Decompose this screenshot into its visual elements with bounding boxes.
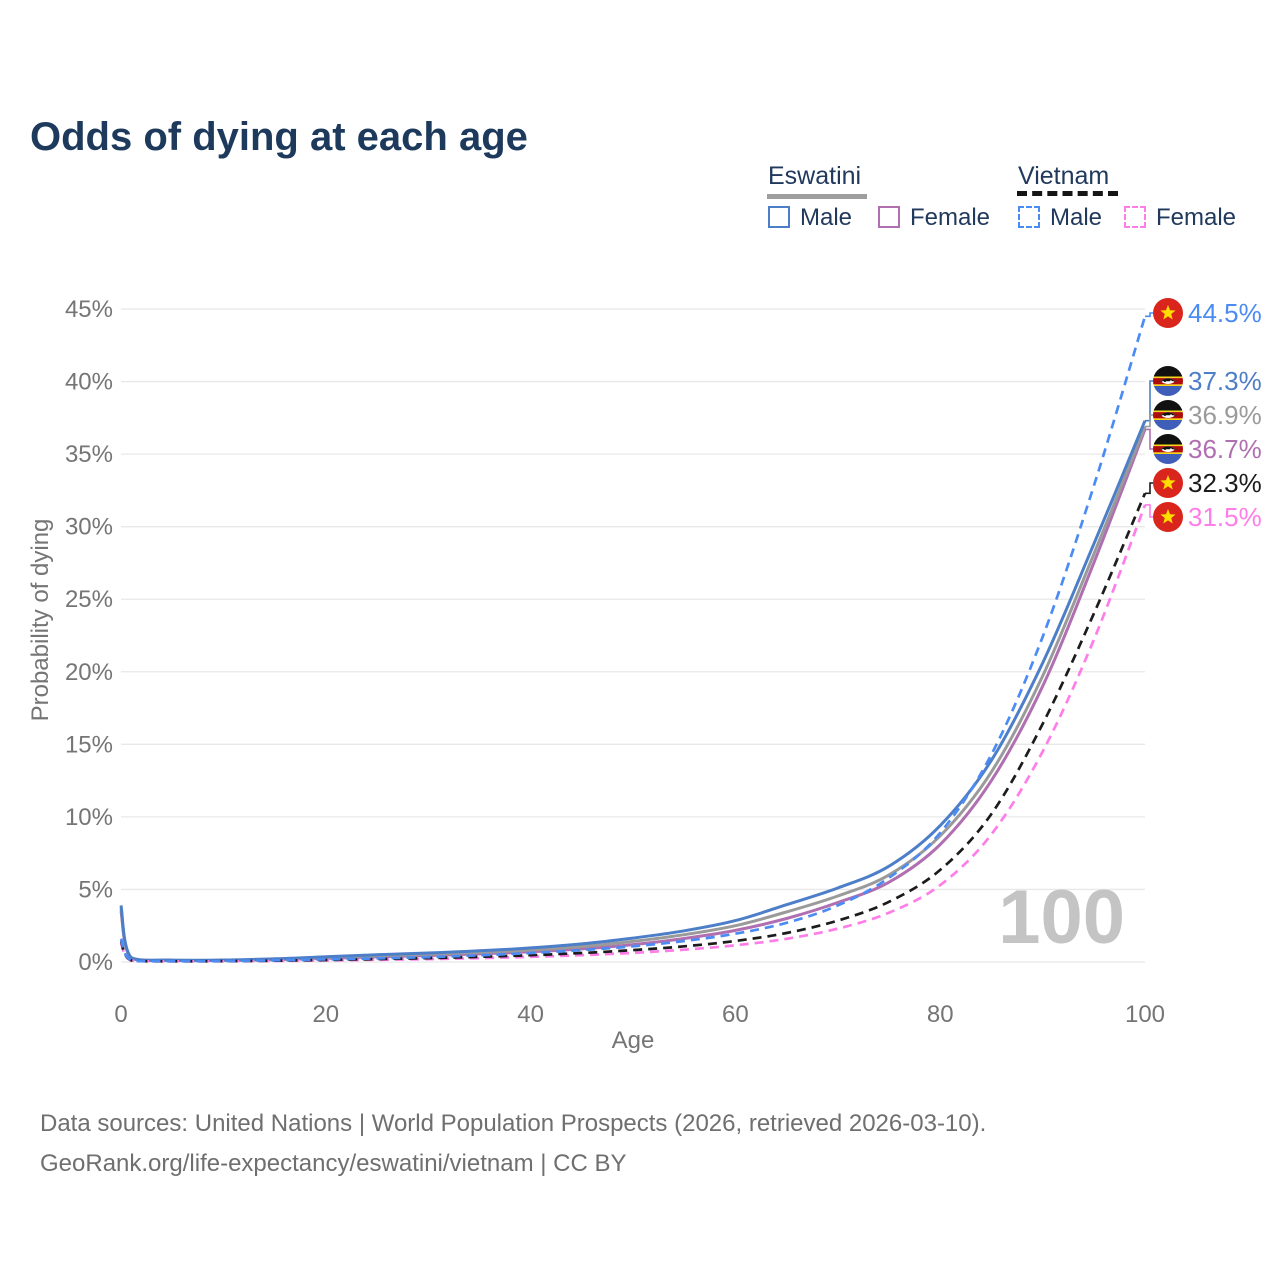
legend-item-vietnam-male[interactable]: Male [1050, 204, 1103, 231]
y-tick-label: 45% [65, 296, 113, 323]
legend-group-eswatini: Eswatini [768, 162, 862, 190]
legend-item-eswatini-female[interactable]: Female [910, 204, 991, 231]
series-line-vietnam-both [119, 492, 1147, 963]
eswatini-flag-icon [1153, 400, 1183, 430]
end-label-value-eswatini-female: 36.7% [1188, 434, 1262, 464]
x-tick-label: 40 [517, 1001, 544, 1028]
end-label-value-vietnam-female: 31.5% [1188, 502, 1262, 532]
legend-swatch-vietnam-male[interactable] [1018, 206, 1040, 228]
gridlines [121, 308, 1145, 963]
x-tick-label: 100 [1125, 1001, 1165, 1028]
end-labels: 44.5% 37.3% 36.9% 36.7% 32.3% 31.5% [1145, 298, 1262, 532]
eswatini-flag-icon [1153, 434, 1183, 464]
legend-item-vietnam-female[interactable]: Female [1156, 204, 1237, 231]
legend-group-vietnam: Vietnam [1018, 162, 1110, 190]
y-tick-label: 40% [65, 369, 113, 396]
end-label-value-eswatini-male: 37.3% [1188, 366, 1262, 396]
x-axis-title: Age [612, 1027, 655, 1054]
x-tick-label: 20 [312, 1001, 339, 1028]
series-line-vietnam-female [119, 504, 1147, 963]
watermark-age-100: 100 [998, 875, 1125, 960]
x-tick-label: 80 [927, 1001, 954, 1028]
legend-swatch-eswatini-female[interactable] [878, 206, 900, 228]
end-label-connector [1145, 428, 1153, 450]
eswatini-solid-line-sample [767, 194, 867, 199]
end-label-value-vietnam-both: 32.3% [1188, 468, 1262, 498]
y-tick-label: 5% [78, 876, 113, 903]
eswatini-flag-icon [1153, 366, 1183, 396]
end-label-value-eswatini-both: 36.9% [1188, 400, 1262, 430]
end-label-connector [1145, 312, 1153, 318]
series-line-eswatini-both [119, 425, 1147, 962]
footer-attribution: GeoRank.org/life-expectancy/eswatini/vie… [40, 1150, 627, 1177]
x-tick-label: 60 [722, 1001, 749, 1028]
series-line-vietnam-male [119, 315, 1147, 963]
y-tick-label: 20% [65, 659, 113, 686]
series-lines [119, 315, 1147, 963]
vietnam-flag-icon [1153, 298, 1183, 328]
axis-labels: 0% 5% 10% 15% 20% 25% 30% 35% 40% 45% 0 20 40 60 80 100 [65, 296, 1165, 1028]
end-label-connector [1145, 482, 1153, 495]
y-axis-title: Probability of dying [27, 519, 54, 722]
y-tick-label: 10% [65, 804, 113, 831]
legend-item-eswatini-male[interactable]: Male [800, 204, 853, 231]
y-tick-label: 0% [78, 949, 113, 976]
y-tick-label: 25% [65, 586, 113, 613]
end-label-connector [1145, 504, 1153, 518]
footer-data-sources: Data sources: United Nations | World Pop… [40, 1110, 987, 1137]
page-title: Odds of dying at each age [30, 114, 528, 159]
vietnam-flag-icon [1153, 502, 1183, 532]
end-label-value-vietnam-male: 44.5% [1188, 298, 1262, 328]
vietnam-flag-icon [1153, 468, 1183, 498]
y-tick-label: 30% [65, 514, 113, 541]
legend-swatch-eswatini-male[interactable] [768, 206, 790, 228]
y-tick-label: 35% [65, 441, 113, 468]
x-tick-label: 0 [114, 1001, 127, 1028]
legend-swatch-vietnam-female[interactable] [1124, 206, 1146, 228]
y-tick-label: 15% [65, 731, 113, 758]
end-label-connector [1145, 414, 1153, 428]
series-line-eswatini-male [119, 420, 1147, 962]
vietnam-dashed-line-sample [1017, 191, 1118, 196]
series-line-eswatini-female [119, 428, 1147, 963]
end-label-connector [1145, 380, 1153, 422]
